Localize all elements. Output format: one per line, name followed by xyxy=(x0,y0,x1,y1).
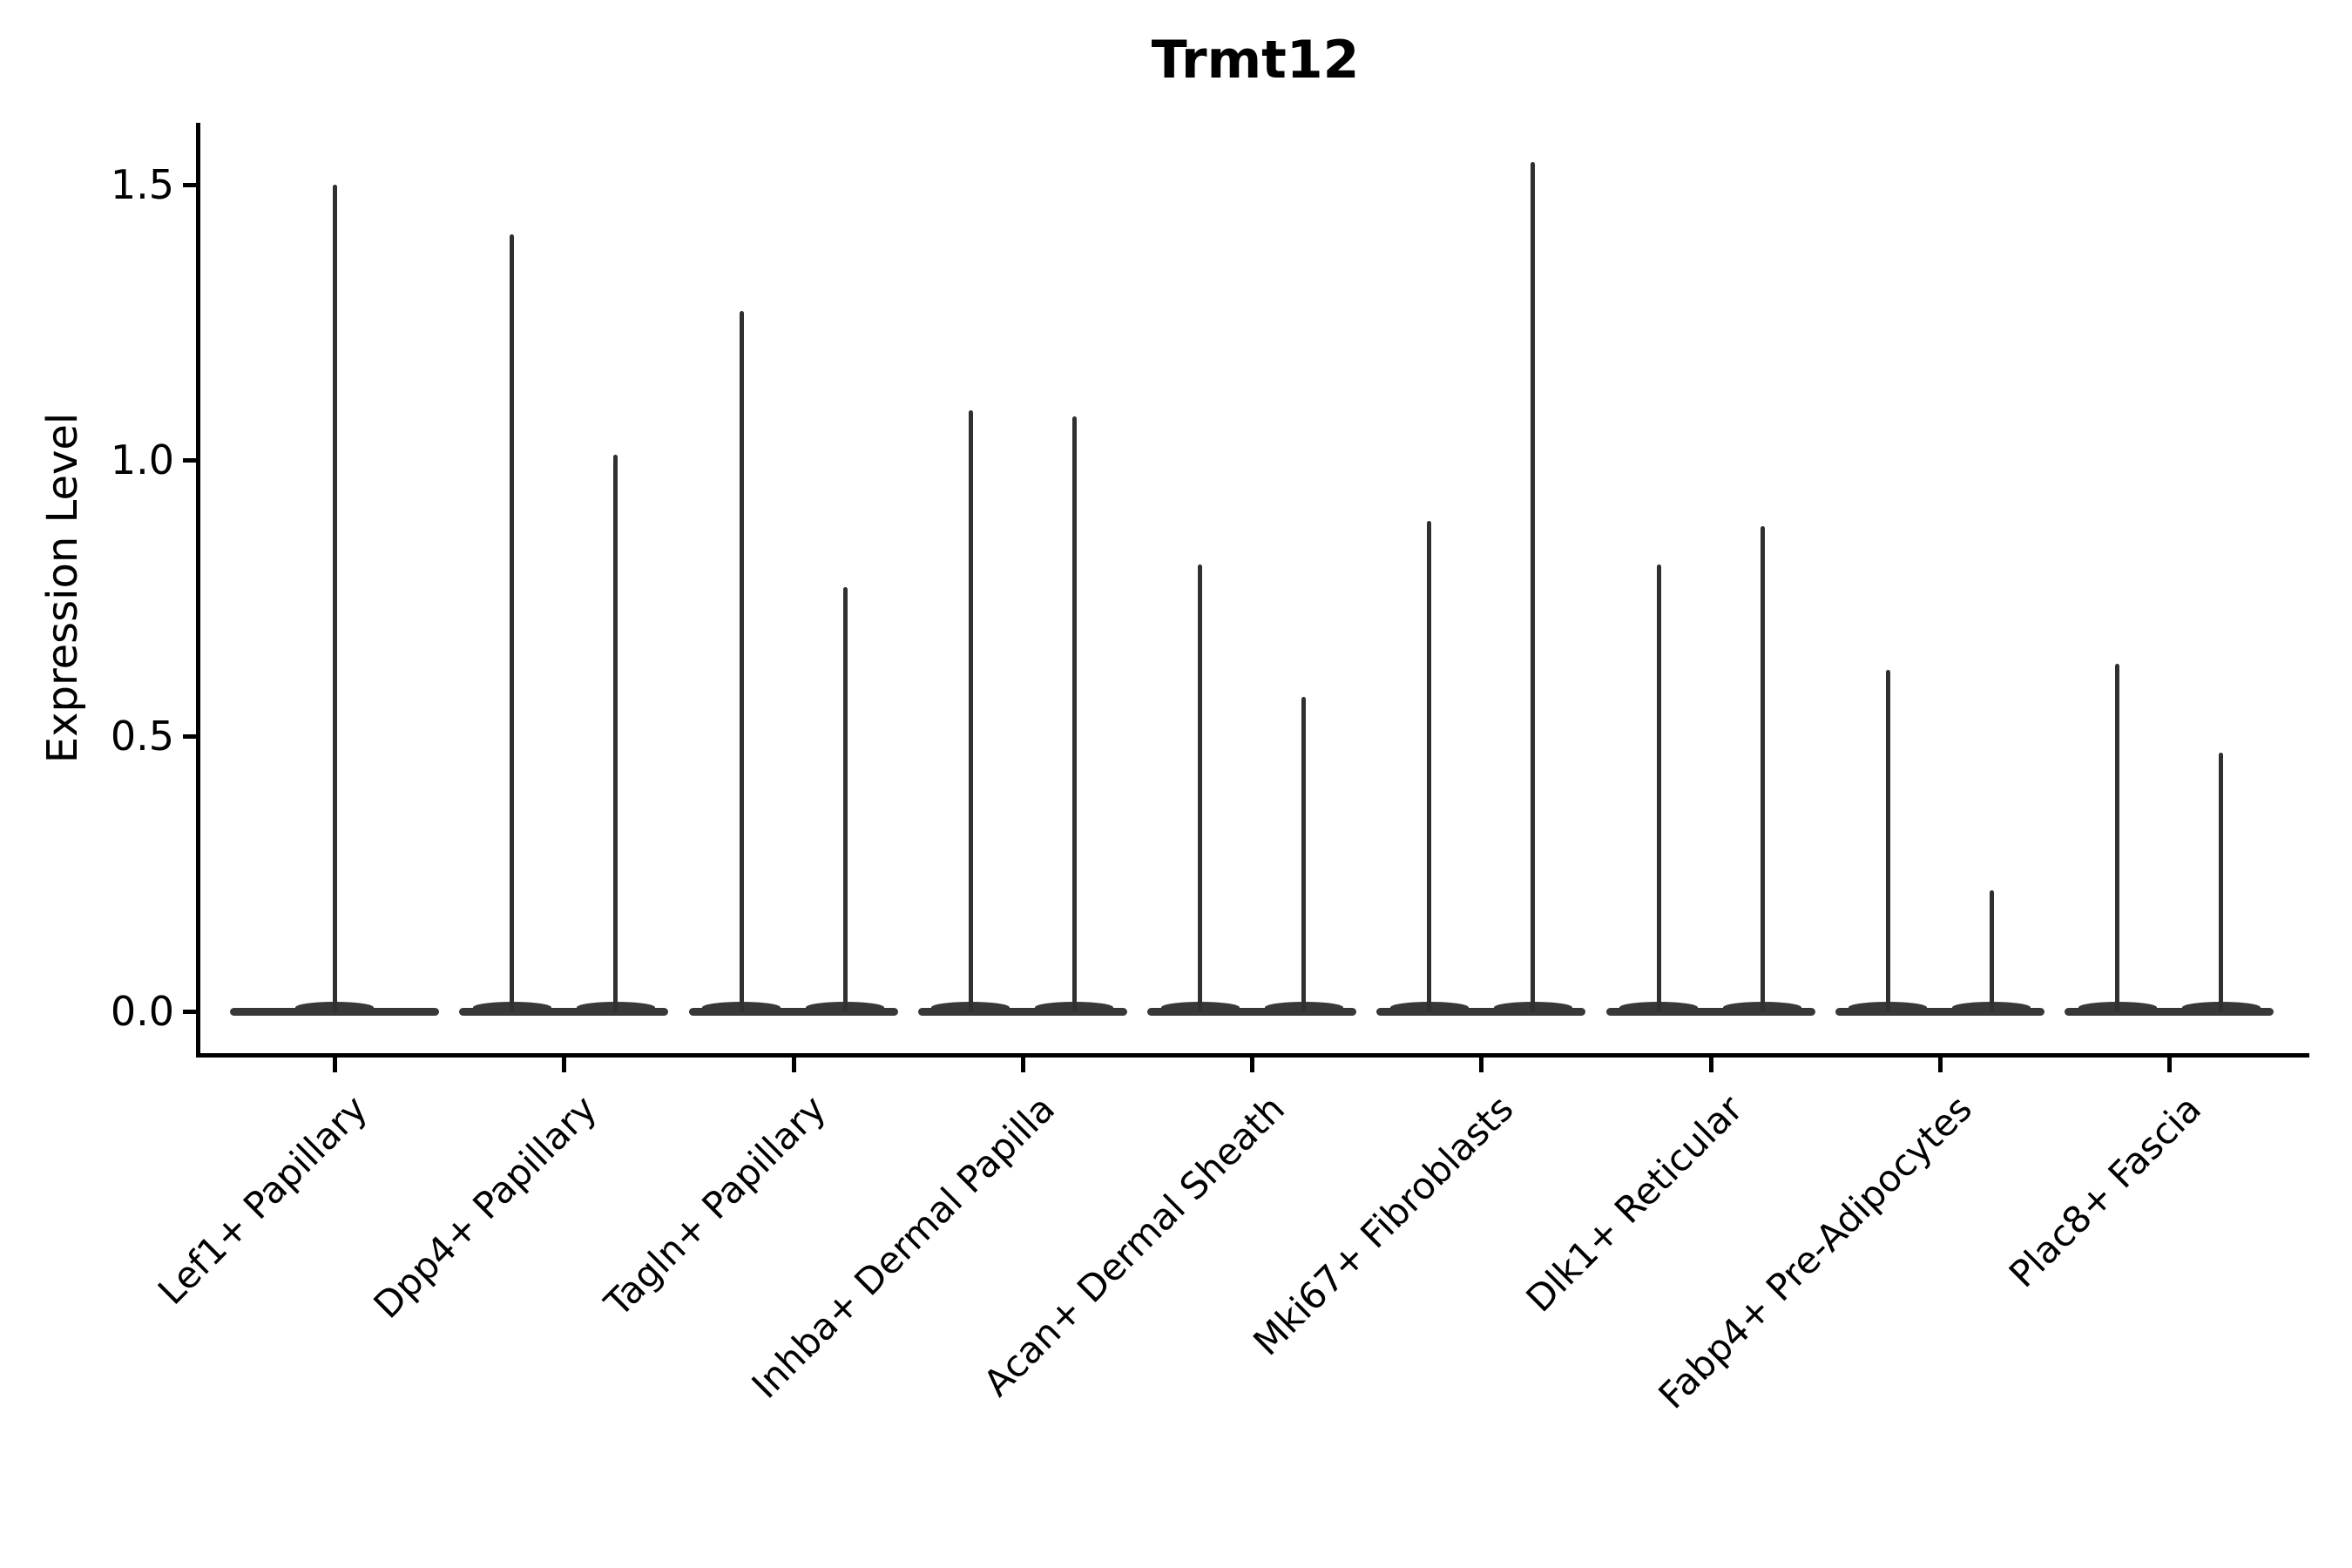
violin-spike xyxy=(2115,664,2119,1011)
y-axis-spine xyxy=(196,123,200,1058)
violin-base xyxy=(917,1008,1127,1016)
violin-spike xyxy=(510,233,515,1011)
violin-spike xyxy=(332,184,337,1011)
y-tick-label: 0.0 xyxy=(110,988,174,1035)
violin-spike xyxy=(1071,416,1077,1011)
violin-spike xyxy=(2219,752,2223,1011)
y-tick-label: 0.5 xyxy=(110,712,174,760)
violin-spike xyxy=(842,586,848,1011)
violin-spike xyxy=(739,311,744,1011)
y-tick xyxy=(183,1010,197,1014)
violin-spike xyxy=(1198,564,1202,1011)
x-tick xyxy=(1708,1056,1713,1072)
x-tick xyxy=(562,1056,567,1072)
violin-spike xyxy=(1427,520,1432,1011)
y-tick xyxy=(183,182,197,187)
violin-base xyxy=(1605,1008,1815,1016)
x-tick xyxy=(1250,1056,1254,1072)
violin-spike xyxy=(968,410,973,1011)
violin-base xyxy=(688,1008,898,1016)
violin-spike xyxy=(1760,526,1765,1011)
x-tick xyxy=(1937,1056,1943,1072)
violin-spike xyxy=(1656,564,1661,1011)
violin-spike xyxy=(613,454,618,1011)
x-tick-label: Dlk1+ Reticular xyxy=(1517,1087,1752,1321)
violin-base xyxy=(1376,1008,1586,1016)
violin-base xyxy=(2065,1008,2274,1016)
x-tick xyxy=(1479,1056,1484,1072)
x-tick xyxy=(333,1056,337,1072)
violin-base xyxy=(459,1008,669,1016)
violin-spike xyxy=(1885,669,1890,1011)
x-tick xyxy=(2167,1056,2172,1072)
violin-spike xyxy=(1989,889,1994,1011)
x-tick-label: Mki67+ Fibroblasts xyxy=(1245,1087,1522,1364)
x-tick-label: Plac8+ Fascia xyxy=(2001,1087,2210,1296)
x-tick xyxy=(791,1056,796,1072)
violin-spike xyxy=(1531,162,1536,1011)
y-tick-label: 1.5 xyxy=(110,160,174,208)
y-tick-label: 1.0 xyxy=(110,436,174,484)
y-tick xyxy=(183,733,197,739)
x-axis-spine xyxy=(196,1053,2309,1058)
violin-base xyxy=(1147,1008,1356,1016)
violin-spike xyxy=(1301,697,1306,1011)
x-tick-label: Tagln+ Papillary xyxy=(596,1087,835,1325)
x-tick-label: Dpp4+ Papillary xyxy=(365,1087,605,1327)
x-tick-label: Lef1+ Papillary xyxy=(149,1087,375,1313)
x-tick xyxy=(1020,1056,1025,1072)
y-tick xyxy=(183,458,197,463)
violin-base xyxy=(1835,1008,2044,1016)
chart-title: Trmt12 xyxy=(1151,30,1360,91)
